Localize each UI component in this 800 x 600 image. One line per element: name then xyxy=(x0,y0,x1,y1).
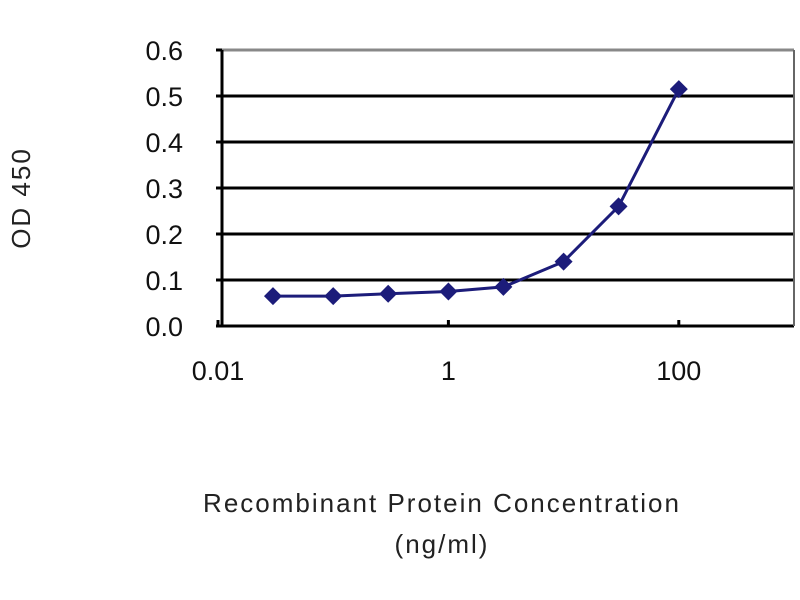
x-tick-label: 0.01 xyxy=(192,356,245,386)
y-tick-label: 0.2 xyxy=(145,220,183,250)
data-point xyxy=(379,284,398,303)
y-axis-label: OD 450 xyxy=(6,147,36,249)
x-tick-labels: 0.01 1 100 xyxy=(192,356,702,386)
y-tick-labels: 0.0 0.1 0.2 0.3 0.4 0.5 0.6 xyxy=(145,36,183,342)
data-point xyxy=(554,252,573,271)
data-point xyxy=(609,197,628,216)
x-tick-label: 1 xyxy=(441,356,456,386)
axes xyxy=(216,48,795,328)
y-tick-label: 0.6 xyxy=(145,36,183,66)
y-tick-label: 0.4 xyxy=(145,128,183,158)
x-axis-label: Recombinant Protein Concentration xyxy=(203,488,681,518)
data-point xyxy=(439,282,458,301)
data-point xyxy=(494,277,513,296)
series-line xyxy=(273,88,681,298)
y-tick-label: 0.0 xyxy=(145,312,183,342)
x-tick-label: 100 xyxy=(656,356,701,386)
x-axis-unit: (ng/ml) xyxy=(395,529,490,559)
series xyxy=(263,80,688,306)
y-tick-label: 0.5 xyxy=(145,82,183,112)
data-point xyxy=(669,80,688,99)
y-tick-label: 0.1 xyxy=(145,266,183,296)
data-point xyxy=(324,287,343,306)
data-point xyxy=(263,287,282,306)
grid-lines xyxy=(218,48,794,282)
y-tick-label: 0.3 xyxy=(145,174,183,204)
